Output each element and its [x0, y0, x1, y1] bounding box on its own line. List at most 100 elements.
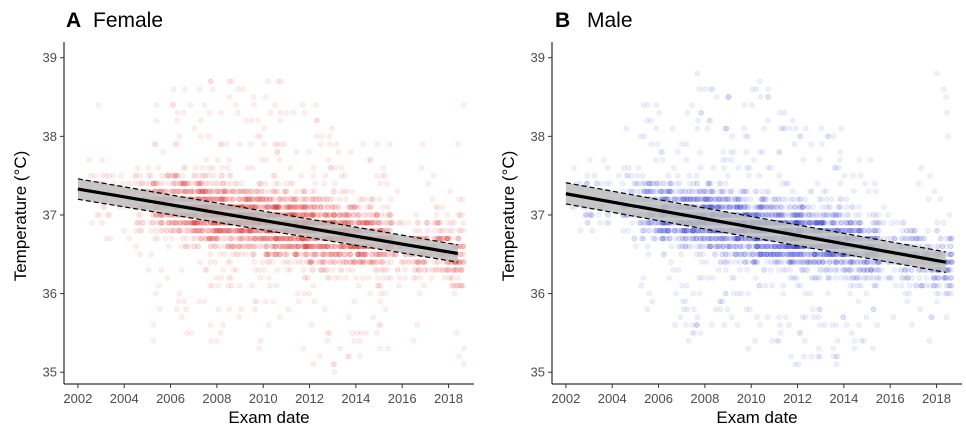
data-point: [266, 205, 271, 210]
data-point: [215, 338, 220, 343]
y-tick-label: 35: [43, 365, 57, 380]
data-point: [669, 244, 674, 249]
data-point: [176, 299, 181, 304]
data-point: [695, 323, 700, 328]
data-point: [657, 110, 662, 115]
data-point: [321, 244, 326, 249]
data-point: [250, 252, 255, 257]
data-point: [687, 173, 692, 178]
data-point: [673, 291, 678, 296]
data-point: [432, 260, 437, 265]
data-point: [694, 173, 699, 178]
data-point: [244, 197, 249, 202]
data-point: [164, 189, 169, 194]
data-point: [202, 103, 207, 108]
data-point: [456, 236, 461, 241]
data-point: [184, 244, 189, 249]
data-point: [705, 276, 710, 281]
data-point: [708, 118, 713, 123]
data-point: [705, 126, 710, 131]
data-point: [97, 213, 102, 218]
data-point: [337, 197, 342, 202]
data-point: [461, 228, 466, 233]
data-point: [722, 189, 727, 194]
data-point: [676, 244, 681, 249]
data-point: [326, 158, 331, 163]
data-point: [728, 189, 733, 194]
data-point: [374, 173, 379, 178]
data-point: [276, 79, 281, 84]
data-point: [249, 118, 254, 123]
data-point: [208, 236, 213, 241]
data-point: [691, 291, 696, 296]
data-point: [420, 142, 425, 147]
data-point: [138, 213, 143, 218]
data-point: [646, 244, 651, 249]
data-point: [307, 150, 312, 155]
data-point: [257, 346, 262, 351]
data-point: [325, 338, 330, 343]
data-point: [159, 268, 164, 273]
data-point: [657, 181, 662, 186]
data-point: [100, 220, 105, 225]
data-point: [311, 173, 316, 178]
data-point: [266, 276, 271, 281]
data-point: [737, 205, 742, 210]
data-point: [127, 236, 132, 241]
data-point: [227, 79, 232, 84]
data-point: [431, 173, 436, 178]
data-point: [221, 323, 226, 328]
data-point: [199, 181, 204, 186]
data-point: [374, 331, 379, 336]
data-point: [336, 150, 341, 155]
data-point: [424, 220, 429, 225]
data-point: [344, 197, 349, 202]
data-point: [275, 205, 280, 210]
data-point: [377, 197, 382, 202]
data-point: [355, 213, 360, 218]
y-tick-label: 37: [43, 207, 57, 222]
data-point: [199, 236, 204, 241]
data-point: [721, 150, 726, 155]
data-point: [197, 87, 202, 92]
data-point: [337, 276, 342, 281]
data-point: [336, 252, 341, 257]
data-point: [743, 260, 748, 265]
data-point: [189, 189, 194, 194]
data-point: [119, 173, 124, 178]
data-point: [641, 103, 646, 108]
data-point: [735, 197, 740, 202]
data-point: [154, 228, 159, 233]
data-point: [667, 276, 672, 281]
data-point: [343, 220, 348, 225]
data-point: [411, 338, 416, 343]
data-point: [312, 189, 317, 194]
data-point: [299, 173, 304, 178]
data-point: [692, 307, 697, 312]
data-point: [698, 236, 703, 241]
data-point: [272, 244, 277, 249]
data-point: [417, 291, 422, 296]
data-point: [739, 291, 744, 296]
data-point: [754, 87, 759, 92]
data-point: [461, 244, 466, 249]
data-point: [356, 220, 361, 225]
data-point: [264, 158, 269, 163]
x-tick-label: 2012: [295, 391, 324, 406]
data-point: [440, 205, 445, 210]
data-point: [188, 103, 193, 108]
data-point: [176, 189, 181, 194]
data-point: [288, 165, 293, 170]
data-point: [149, 252, 154, 257]
data-point: [413, 228, 418, 233]
data-point: [725, 197, 730, 202]
data-point: [695, 181, 700, 186]
data-point: [193, 126, 198, 131]
data-point: [159, 228, 164, 233]
data-point: [221, 236, 226, 241]
data-point: [700, 260, 705, 265]
data-point: [438, 228, 443, 233]
data-point: [744, 205, 749, 210]
data-point: [264, 197, 269, 202]
data-point: [159, 220, 164, 225]
